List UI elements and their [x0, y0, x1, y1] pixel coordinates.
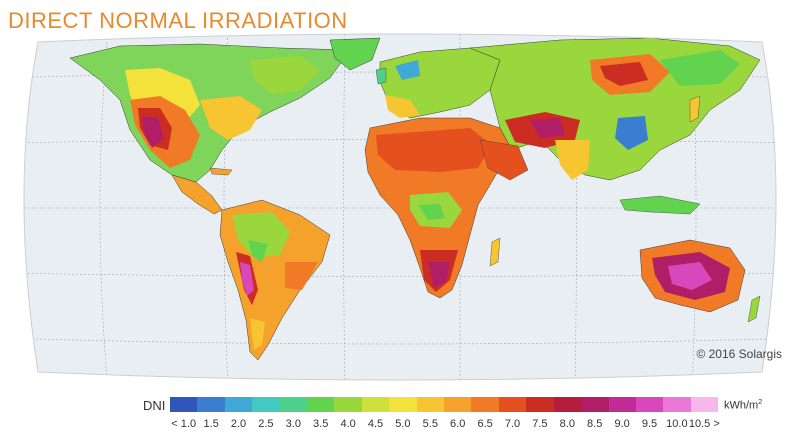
legend-label: DNI: [143, 398, 166, 413]
legend-swatch: [170, 397, 198, 412]
africa: [364, 117, 513, 299]
legend-swatch: [690, 397, 719, 412]
legend-swatch: [608, 397, 636, 412]
legend-tick-label: < 1.0: [171, 418, 197, 430]
legend-tick-label: 8.5: [587, 418, 603, 430]
legend-tick-label: 10.5 >: [688, 418, 720, 430]
map-title: DIRECT NORMAL IRRADIATION: [8, 8, 348, 33]
legend-tick-label: 4.5: [367, 418, 384, 430]
legend-swatch: [553, 397, 582, 412]
legend-tick-label: 7.5: [532, 418, 548, 430]
europe: [375, 47, 501, 119]
legend-tick-label: 4.0: [340, 418, 356, 430]
copyright-notice: © 2016 Solargis: [696, 347, 782, 361]
legend-swatch: [279, 397, 308, 412]
legend-unit: kWh/m2: [724, 399, 763, 412]
legend-swatch: [334, 397, 362, 412]
legend-swatch: [635, 397, 664, 412]
legend-swatch: [471, 397, 499, 412]
legend-tick-label: 2.5: [258, 418, 274, 430]
legend-swatch: [307, 397, 335, 412]
globe-outline: [23, 33, 777, 381]
legend-swatch: [252, 397, 280, 412]
legend-tick-label: 6.0: [450, 418, 466, 430]
legend-tick-label: 5.0: [395, 418, 411, 430]
legend-swatch: [526, 397, 554, 412]
legend-tick-label: 2.0: [230, 418, 247, 430]
legend-color-scale: [170, 397, 719, 412]
asia: [469, 37, 761, 215]
legend-tick-label: 9.0: [614, 418, 630, 430]
legend-tick-label: 8.0: [559, 418, 575, 430]
north-america: [69, 37, 381, 215]
legend-tick-label: 7.0: [504, 418, 521, 430]
legend-swatch: [444, 397, 472, 412]
legend-swatch: [663, 397, 691, 412]
legend-tick-label: 10.0: [666, 418, 688, 430]
legend-tick-label: 5.5: [422, 418, 438, 430]
legend-swatch: [581, 397, 609, 412]
south-america: [219, 199, 331, 361]
legend-tick-label: 1.5: [203, 418, 219, 430]
legend-tick-label: 3.0: [285, 418, 301, 430]
legend-swatch: [416, 397, 445, 412]
legend-tick-label: 3.5: [313, 418, 329, 430]
legend-swatch: [224, 397, 253, 412]
australia: [639, 239, 761, 323]
legend-swatch: [389, 397, 417, 412]
legend-tick-label: 6.5: [477, 418, 493, 430]
legend-ticks: < 1.0 1.5 2.0 2.5 3.0 3.5 4.0 4.5 5.0 5.5 6.0 6.5 7.…: [170, 418, 720, 432]
legend-tick-label: 9.5: [641, 418, 658, 430]
legend-swatch: [498, 397, 527, 412]
legend-swatch: [197, 397, 225, 412]
legend-swatch: [361, 397, 390, 412]
